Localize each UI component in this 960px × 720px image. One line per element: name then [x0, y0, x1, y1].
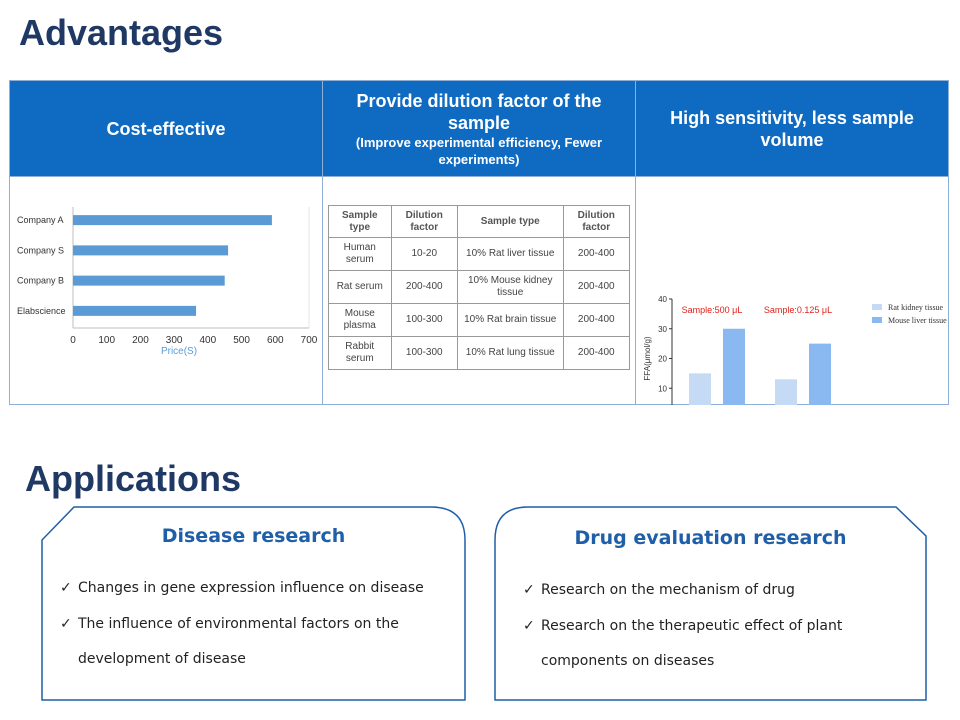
box-title: Disease research — [161, 525, 346, 547]
legend-swatch — [872, 304, 882, 310]
x-axis-title: Price(S) — [161, 346, 197, 357]
check-icon: ✓ — [60, 616, 72, 632]
header-high-sensitivity: High sensitivity, less sample volume — [636, 81, 948, 176]
table-cell: 200-400 — [390, 270, 458, 304]
applications-title: Applications — [25, 458, 242, 499]
x-tick-label: 0 — [70, 335, 76, 346]
drug-evaluation-box: Drug evaluation research ✓ Research on t… — [494, 506, 927, 701]
y-axis-title: FFA(μmol/g) — [643, 336, 652, 381]
legend-label: Mouse liver tissue — [888, 316, 947, 325]
list-item: ✓ The influence of environmental factors… — [60, 607, 460, 677]
table-cell: 200-400 — [562, 237, 630, 271]
header-dilution-factor: Provide dilution factor of the sample (I… — [323, 81, 635, 176]
list-item: ✓ Research on the therapeutic effect of … — [523, 609, 923, 679]
table-cell: 10% Mouse kidney tissue — [456, 270, 564, 304]
column-divider — [322, 81, 323, 404]
header-title: Cost-effective — [106, 118, 226, 139]
header-cost-effective: Cost-effective — [10, 81, 322, 176]
column-divider — [635, 81, 636, 404]
category-label: Company B — [17, 276, 64, 286]
category-label: Elabscience — [17, 306, 66, 316]
y-tick-label: 30 — [658, 325, 667, 334]
table-cell: 10% Rat brain tissue — [456, 303, 564, 337]
header-divider — [10, 176, 948, 177]
legend-swatch — [872, 317, 882, 323]
price-bar-chart: Company A Company S Company B Elabscience 0 1… — [17, 207, 318, 357]
header-title: High sensitivity, less sample volume — [670, 107, 914, 150]
table-cell: 10% Rat liver tissue — [456, 237, 564, 271]
sample-annotation: Sample:0.125 μL — [764, 305, 832, 315]
table-header-cell: Dilution factor — [562, 205, 630, 238]
x-tick-label: 400 — [200, 335, 217, 346]
list-item: ✓ Research on the mechanism of drug — [523, 573, 923, 608]
table-header-row: Sample type Dilution factor Sample type … — [328, 205, 630, 238]
table-cell: 200-400 — [562, 270, 630, 304]
box-title: Drug evaluation research — [574, 527, 847, 549]
list-item: ✓ Changes in gene expression influence o… — [60, 571, 460, 606]
table-cell: Human serum — [328, 237, 392, 271]
x-tick-label: 700 — [301, 335, 318, 346]
list-item-text: Research on the therapeutic effect of pl… — [541, 618, 843, 634]
legend-label: Rat kidney tissue — [888, 303, 944, 312]
table-row: Rat serum 200-400 10% Mouse kidney tissu… — [328, 270, 630, 304]
list-item-text: The influence of environmental factors o… — [78, 616, 399, 632]
bar — [73, 305, 197, 316]
check-icon: ✓ — [523, 582, 535, 598]
table-cell: 200-400 — [562, 336, 630, 370]
y-tick-label: 40 — [658, 295, 667, 304]
y-tick-label: 20 — [658, 355, 667, 364]
table-cell: Rat serum — [328, 270, 392, 304]
header-subtitle: (Improve experimental efficiency, Fewer … — [355, 134, 603, 167]
bar — [73, 275, 225, 286]
bar — [73, 245, 229, 256]
header-title: Provide dilution factor of the sample — [356, 90, 602, 133]
bar — [809, 343, 831, 405]
list-item-text: Changes in gene expression influence on … — [78, 580, 424, 596]
x-tick-label: 600 — [267, 335, 284, 346]
table-header-cell: Sample type — [456, 205, 564, 238]
x-tick-label: 500 — [233, 335, 250, 346]
table-header-cell: Dilution factor — [390, 205, 458, 238]
list-item-text: Research on the mechanism of drug — [541, 582, 795, 598]
table-cell: Mouse plasma — [328, 303, 392, 337]
table-cell: 100-300 — [390, 336, 458, 370]
box-frame — [494, 506, 927, 701]
advantages-title: Advantages — [19, 12, 224, 53]
box-frame — [41, 506, 466, 701]
x-tick-label: 200 — [132, 335, 149, 346]
disease-research-box: Disease research ✓ Changes in gene expre… — [41, 506, 466, 701]
table-cell: Rabbit serum — [328, 336, 392, 370]
x-tick-label: 300 — [166, 335, 183, 346]
table-row: Mouse plasma 100-300 10% Rat brain tissu… — [328, 303, 630, 337]
y-tick-label: 10 — [658, 384, 667, 393]
bar — [689, 373, 711, 405]
list-item-text: components on diseases — [541, 653, 715, 669]
list-item-text: development of disease — [78, 651, 246, 667]
table-row: Rabbit serum 100-300 10% Rat lung tissue… — [328, 336, 630, 370]
dilution-factor-table: Sample type Dilution factor Sample type … — [328, 205, 630, 370]
table-cell: 10% Rat lung tissue — [456, 336, 564, 370]
check-icon: ✓ — [60, 580, 72, 596]
advantages-table: Cost-effective Provide dilution factor o… — [9, 80, 949, 405]
x-tick-label: 100 — [98, 335, 115, 346]
sample-annotation: Sample:500 μL — [682, 305, 743, 315]
bar — [723, 328, 745, 405]
bar — [73, 215, 272, 226]
bar — [775, 379, 797, 405]
table-row: Human serum 10-20 10% Rat liver tissue 2… — [328, 237, 630, 271]
table-cell: 100-300 — [390, 303, 458, 337]
category-label: Company A — [17, 215, 64, 225]
table-cell: 10-20 — [390, 237, 458, 271]
category-label: Company S — [17, 245, 64, 255]
advantages-header-row — [10, 81, 948, 176]
check-icon: ✓ — [523, 618, 535, 634]
table-cell: 200-400 — [562, 303, 630, 337]
table-header-cell: Sample type — [328, 205, 392, 238]
